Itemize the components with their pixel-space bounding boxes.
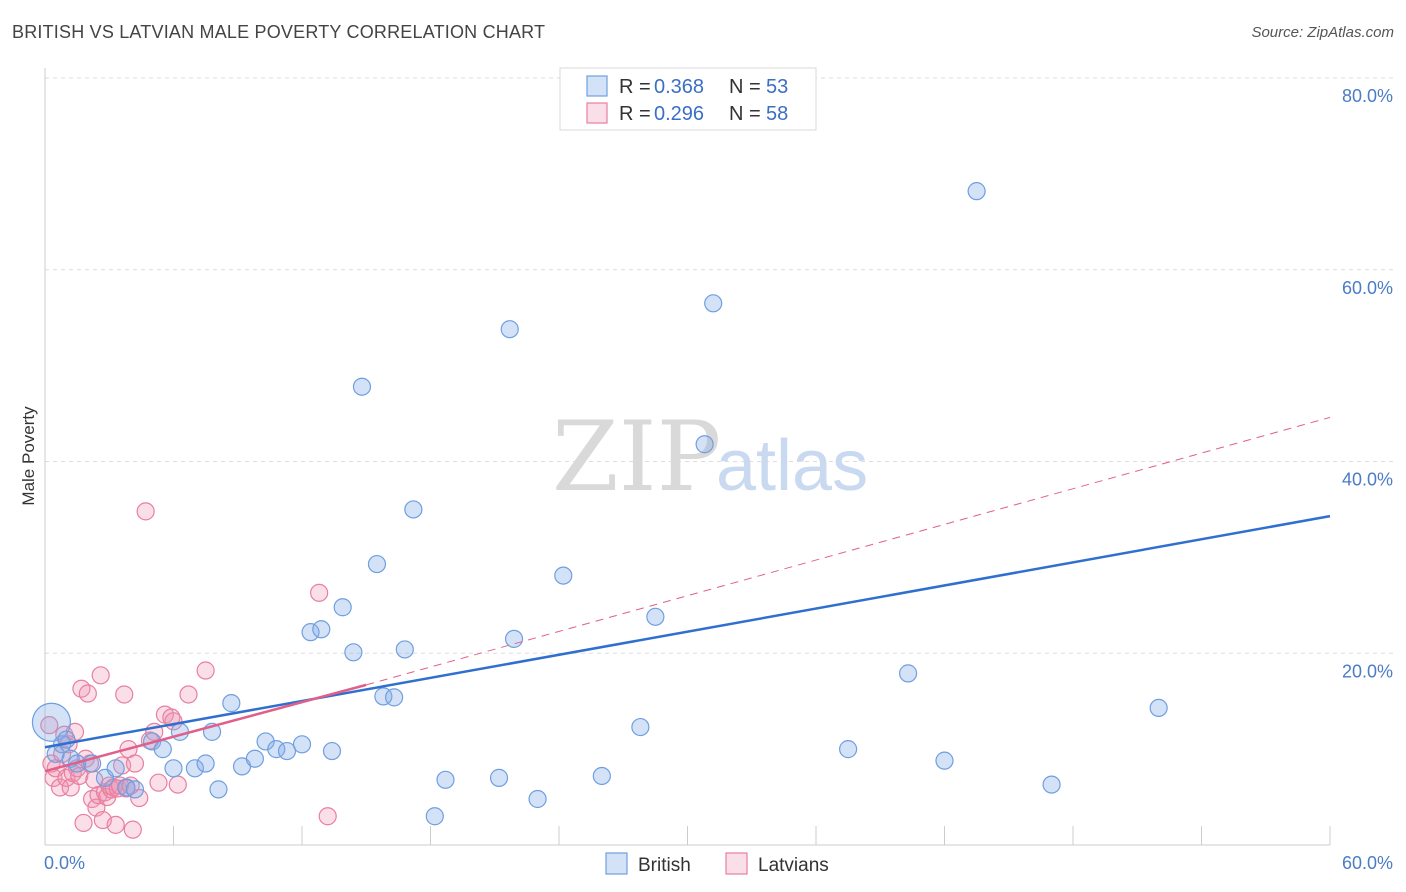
trendline-british-solid [44,514,1331,749]
grid-lines [45,77,1394,654]
british-point [301,623,320,642]
british-points [31,182,1168,826]
y-tick-label-3: 80.0% [1342,86,1393,106]
trend-lines [44,416,1331,773]
legend-top: R = 0.368 N = 53 R = 0.296 N = 58 [559,67,817,131]
legend-n-value-latvian: 58 [766,103,788,125]
british-point [384,688,404,707]
latvian-point [115,685,134,704]
y-axis-label: Male Poverty [19,406,38,506]
british-point [322,741,342,761]
x-tick-label-0: 0.0% [44,853,85,873]
bottom-legend-label-latvian: Latvians [758,855,829,876]
latvian-point [40,716,59,735]
legend-r-value-british: 0.368 [654,76,704,98]
watermark-zip: ZIP [552,401,721,513]
legend-bottom: British Latvians [605,852,829,876]
british-point [312,620,331,639]
latvian-point [318,807,337,826]
british-point [592,766,611,786]
british-point [425,807,444,826]
latvian-point [196,661,215,680]
legend-r-label-british: R = [619,76,651,98]
british-point [898,664,918,683]
british-point [344,643,363,662]
british-point [554,566,573,585]
british-point [209,780,228,799]
british-point [967,182,986,201]
legend-n-label-british: N = [729,76,761,98]
legend-r-label-latvian: R = [619,103,651,125]
latvian-point [106,815,125,834]
trendline-latvian-solid [44,683,367,773]
british-point [695,435,714,454]
watermark-atlas: atlas [716,426,868,506]
y-tick-label-2: 60.0% [1342,278,1393,298]
bottom-legend-label-british: British [638,855,691,876]
legend-n-value-british: 53 [766,76,788,98]
british-point [646,607,665,626]
british-point [333,598,352,617]
source-label: Source: ZipAtlas.com [1251,24,1394,41]
legend-swatch-latvian [586,102,608,124]
bottom-legend-swatch-latvian [725,852,748,875]
british-point [153,740,172,759]
british-point [704,294,723,313]
british-point [1042,775,1061,794]
latvian-point [53,744,72,764]
british-point [1149,698,1168,717]
latvian-point [74,813,93,833]
legend-r-value-latvian: 0.296 [654,103,704,125]
legend-swatch-british [586,75,608,97]
british-point [935,751,954,770]
british-point [352,377,372,396]
british-point [528,789,547,809]
x-tick-labels: 0.0% 60.0% [44,853,1393,873]
british-point [245,749,264,768]
latvian-point [310,583,329,602]
legend-box [559,67,817,131]
latvian-point [123,820,142,839]
british-point [292,735,312,754]
british-point [367,554,387,574]
latvian-point [125,754,145,773]
latvian-point [130,788,149,808]
british-point [196,754,215,773]
trendline-latvian-dashed [366,416,1331,686]
british-point [404,500,423,519]
latvian-point [168,775,187,794]
british-point [489,768,509,787]
legend-n-label-latvian: N = [729,103,761,125]
y-tick-label-1: 40.0% [1342,470,1393,490]
latvian-point [78,684,97,703]
latvian-points [40,502,337,839]
latvian-point [136,502,155,521]
british-point [277,741,297,761]
latvian-point [50,778,70,797]
bottom-legend-swatch-british [605,852,628,875]
latvian-point [179,685,198,704]
british-point [395,640,414,659]
british-point [31,702,72,742]
chart-title: BRITISH VS LATVIAN MALE POVERTY CORRELAT… [12,22,546,42]
british-point [185,759,205,778]
x-tick-label-1: 60.0% [1342,853,1393,873]
y-tick-label-0: 20.0% [1342,661,1393,681]
latvian-point [91,666,110,685]
british-point [222,694,241,713]
british-point [125,780,145,799]
british-point [839,740,858,759]
british-point [500,320,519,339]
british-point [631,717,650,737]
watermark: ZIP atlas [552,401,868,513]
british-point [504,629,524,648]
british-point [164,759,183,778]
axes [44,68,1331,846]
british-point [106,759,125,778]
y-tick-labels: 20.0% 40.0% 60.0% 80.0% [1342,86,1393,681]
british-point [436,770,455,789]
latvian-point [149,773,168,792]
